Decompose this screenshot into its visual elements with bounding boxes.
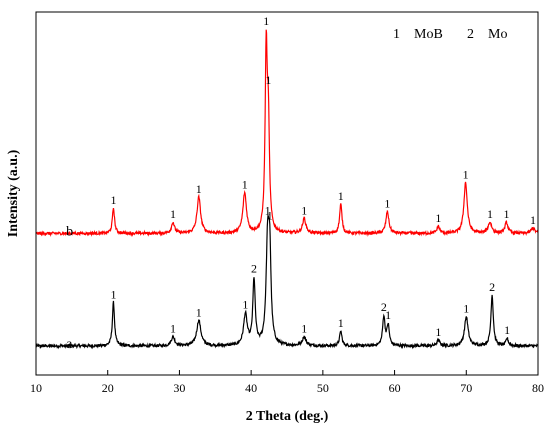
series-line-a <box>35 213 539 350</box>
legend-phase: MoB <box>414 27 443 42</box>
legend-marker: 2 <box>467 27 474 42</box>
peak-label: 1 <box>170 322 176 336</box>
peak-label: 1 <box>384 197 390 211</box>
peak-label: 1 <box>463 167 469 181</box>
peak-label: 1 <box>265 73 271 87</box>
peak-label: 1 <box>435 211 441 225</box>
peak-label: 1 <box>385 308 391 322</box>
y-axis-label: Intensity (a.u.) <box>6 149 21 237</box>
x-tick-label: 70 <box>460 381 472 395</box>
peak-label: 1 <box>435 325 441 339</box>
plot-frame <box>35 11 539 376</box>
series-label-a: a <box>66 337 73 352</box>
series-label-b: b <box>66 224 73 239</box>
legend: 1 MoB 2 Mo <box>393 27 507 42</box>
x-tick-label: 10 <box>30 381 42 395</box>
peak-label: 1 <box>196 305 202 319</box>
legend-marker: 1 <box>393 27 400 42</box>
peak-label: 1 <box>530 213 536 227</box>
peak-label: 1 <box>110 193 116 207</box>
peak-label: 1 <box>265 204 271 218</box>
legend-phase: Mo <box>488 27 507 42</box>
peak-label: 1 <box>301 203 307 217</box>
x-tick-label: 30 <box>173 381 185 395</box>
peak-label: 1 <box>267 209 273 223</box>
peak-label: 1 <box>196 182 202 196</box>
peak-label: 2 <box>381 300 387 314</box>
traces-layer <box>35 29 539 350</box>
peak-label: 1 <box>301 321 307 335</box>
peak-label: 1 <box>338 189 344 203</box>
peak-label: 1 <box>242 177 248 191</box>
x-ticks: 10 20 30 40 50 60 70 80 <box>30 370 544 395</box>
peak-label: 1 <box>487 207 493 221</box>
peak-label: 1 <box>170 207 176 221</box>
peak-label: 1 <box>463 302 469 316</box>
peak-label: 1 <box>263 14 269 28</box>
peak-label: 1 <box>503 207 509 221</box>
x-tick-label: 80 <box>532 381 544 395</box>
peak-label: 2 <box>251 261 257 275</box>
peak-label: 1 <box>338 316 344 330</box>
x-tick-label: 60 <box>389 381 401 395</box>
peak-label: 1 <box>242 297 248 311</box>
peak-label: 1 <box>504 323 510 337</box>
x-tick-label: 40 <box>245 381 257 395</box>
series-line-b <box>35 29 539 238</box>
peak-label: 2 <box>489 280 495 294</box>
x-axis-label: 2 Theta (deg.) <box>246 409 329 424</box>
peak-label: 1 <box>110 287 116 301</box>
x-tick-label: 20 <box>102 381 114 395</box>
x-tick-label: 50 <box>317 381 329 395</box>
